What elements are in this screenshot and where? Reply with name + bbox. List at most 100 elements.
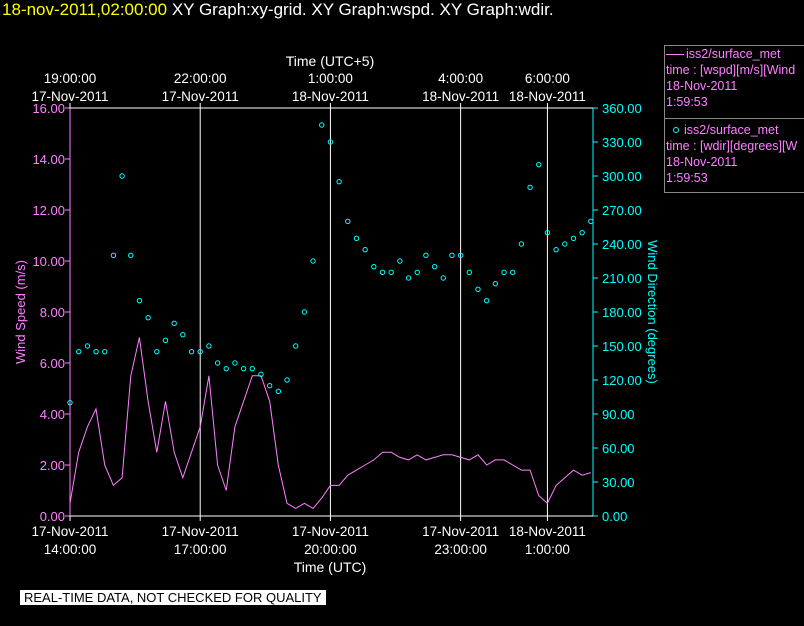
wind-direction-point	[483, 297, 490, 304]
left-tick-label: 4.00	[40, 407, 65, 422]
right-tick-label: 330.00	[602, 135, 642, 150]
wind-speed-line	[69, 337, 591, 510]
left-tick-label: 14.00	[32, 152, 65, 167]
left-tick-label: 6.00	[40, 356, 65, 371]
wind-direction-point	[206, 343, 212, 349]
right-tick-label: 120.00	[602, 373, 642, 388]
bottom-tick-date: 17-Nov-2011	[162, 524, 239, 539]
wind-direction-point	[397, 258, 403, 264]
wind-direction-point	[145, 314, 151, 321]
wind-direction-point	[258, 371, 264, 378]
wind-direction-point	[310, 258, 316, 264]
wind-direction-point	[553, 246, 559, 253]
wind-direction-point	[518, 241, 525, 247]
legend-wspd: iss2/surface_met time : [wspd][m/s][Wind…	[666, 46, 795, 110]
top-tick-time: 1:00:00	[308, 71, 353, 86]
top-tick-date: 18-Nov-2011	[509, 89, 586, 104]
right-tick-label: 150.00	[602, 339, 642, 354]
top-tick-date: 18-Nov-2011	[422, 89, 499, 104]
wind-direction-point	[466, 269, 473, 276]
wind-direction-point	[327, 139, 334, 145]
legend-divider	[664, 192, 804, 193]
bottom-axis-ticks: 17-Nov-2011 14:00:00 17-Nov-2011 17:00:00 17…	[31, 516, 586, 557]
wind-direction-point	[570, 235, 577, 242]
legend-divider	[664, 118, 665, 192]
wind-direction-point	[562, 241, 568, 247]
quality-disclaimer: REAL-TIME DATA, NOT CHECKED FOR QUALITY	[20, 590, 326, 605]
bottom-tick-date: 17-Nov-2011	[422, 524, 499, 539]
wind-direction-point	[579, 229, 585, 236]
wind-direction-point	[510, 269, 516, 276]
top-tick-time: 19:00:00	[44, 71, 97, 86]
legend-divider	[664, 45, 804, 46]
wind-direction-point	[249, 365, 255, 372]
bottom-tick-date: 17-Nov-2011	[31, 524, 108, 539]
wind-direction-point	[171, 320, 177, 327]
chart-header: 18-nov-2011,02:00:00 XY Graph:xy-grid. X…	[2, 0, 554, 20]
wind-direction-point	[232, 360, 238, 366]
wind-speed-series	[69, 337, 591, 510]
wind-direction-point	[284, 377, 290, 383]
top-tick-time: 4:00:00	[438, 71, 483, 86]
legend-variable: time : [wdir][degrees][W	[666, 139, 798, 153]
wind-direction-point	[119, 173, 125, 179]
bottom-tick-time: 23:00:00	[434, 542, 487, 557]
legend-series-name: iss2/surface_met	[684, 123, 779, 137]
legend-date: 18-Nov-2011	[666, 79, 738, 93]
right-tick-label: 270.00	[602, 203, 642, 218]
left-tick-label: 0.00	[40, 509, 65, 524]
top-tick-time: 6:00:00	[525, 71, 570, 86]
wind-direction-point	[345, 218, 351, 225]
wind-direction-point	[388, 269, 394, 276]
right-tick-label: 30.00	[602, 475, 635, 490]
wind-direction-point	[440, 275, 446, 281]
right-tick-label: 0.00	[602, 509, 627, 524]
wind-direction-point	[162, 337, 169, 344]
left-tick-label: 8.00	[40, 305, 65, 320]
wind-direction-point	[588, 218, 594, 225]
wind-direction-point	[536, 161, 542, 168]
wind-direction-point	[292, 343, 299, 349]
wind-direction-point	[449, 252, 455, 259]
wind-direction-point	[214, 360, 221, 366]
wind-direction-point	[154, 348, 160, 355]
bottom-tick-time: 14:00:00	[44, 542, 97, 557]
wind-direction-point	[188, 348, 195, 355]
right-axis-ticks: 0.00 30.00 60.00 90.00 120.00 150.00 180.00 210…	[593, 101, 642, 524]
legend-divider	[664, 118, 804, 119]
wind-direction-point	[110, 252, 117, 259]
left-tick-label: 2.00	[40, 458, 65, 473]
right-tick-label: 60.00	[602, 441, 635, 456]
right-tick-label: 210.00	[602, 271, 642, 286]
legend-date: 18-Nov-2011	[666, 155, 738, 169]
wind-direction-point	[319, 122, 325, 128]
legend-wdir: iss2/surface_met time : [wdir][degrees][…	[666, 122, 797, 186]
top-tick-date: 18-Nov-2011	[292, 89, 369, 104]
legend-series-name: iss2/surface_met	[686, 47, 781, 61]
wind-direction-point	[75, 348, 82, 355]
wind-direction-point	[362, 246, 368, 253]
line-swatch-icon	[666, 54, 684, 56]
bottom-tick-date: 18-Nov-2011	[509, 524, 586, 539]
legend-time: 1:59:53	[666, 95, 708, 109]
header-graph-list: XY Graph:xy-grid. XY Graph:wspd. XY Grap…	[171, 0, 554, 19]
wind-direction-point	[379, 269, 386, 276]
wind-direction-point	[84, 343, 91, 349]
wind-direction-point	[405, 275, 412, 281]
wind-direction-point	[266, 382, 273, 389]
wind-direction-point	[197, 348, 203, 355]
plot-frame	[69, 107, 594, 517]
right-tick-label: 240.00	[602, 237, 642, 252]
right-axis-label: Wind Direction (degrees)	[645, 240, 660, 384]
wind-direction-point	[431, 263, 438, 270]
bottom-tick-time: 17:00:00	[174, 542, 227, 557]
top-axis-ticks: 19:00:00 17-Nov-2011 22:00:00 17-Nov-2011 1:…	[31, 71, 586, 108]
right-tick-label: 180.00	[602, 305, 642, 320]
wind-direction-point	[136, 297, 143, 304]
wind-direction-point	[475, 286, 481, 293]
wind-direction-series	[67, 122, 594, 406]
legend-variable: time : [wspd][m/s][Wind	[666, 63, 796, 77]
bottom-tick-time: 20:00:00	[304, 542, 357, 557]
bottom-tick-time: 1:00:00	[525, 542, 570, 557]
